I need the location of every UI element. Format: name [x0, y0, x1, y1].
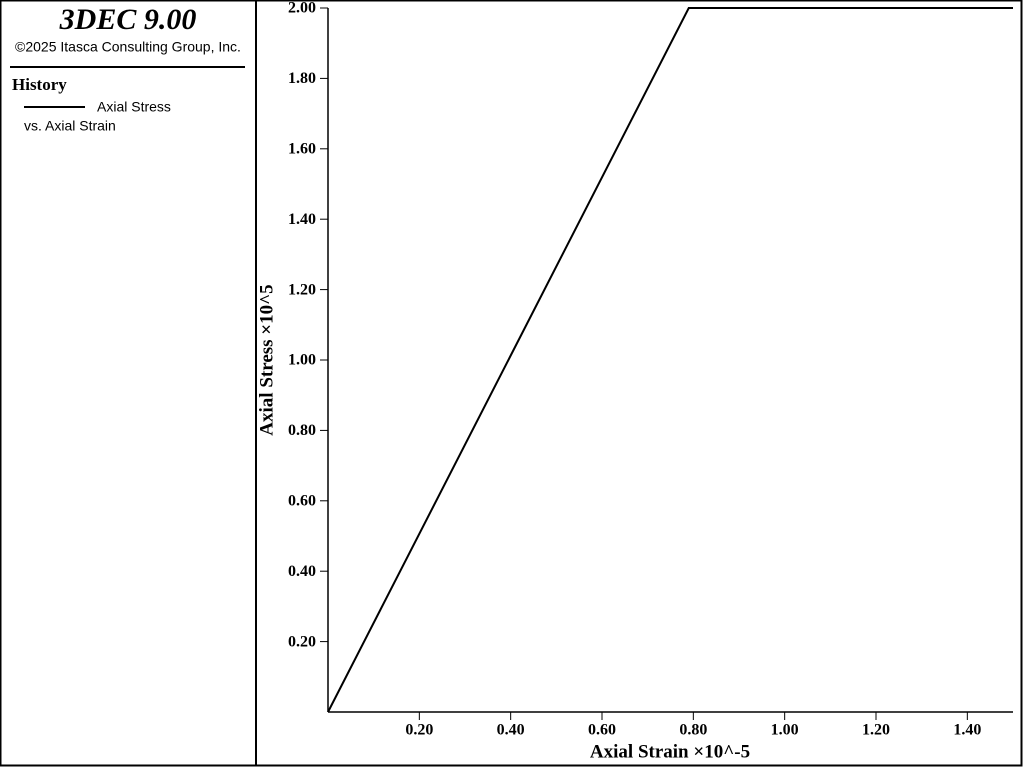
y-tick-label: 1.40 [288, 211, 316, 228]
y-tick-label: 1.80 [288, 70, 316, 87]
x-tick-label: 0.60 [588, 722, 616, 739]
legend-label: Axial Stress [97, 99, 171, 115]
x-tick-label: 1.00 [771, 722, 799, 739]
app-title: 3DEC 9.00 [59, 3, 197, 36]
y-tick-label: 0.60 [288, 492, 316, 509]
y-tick-label: 0.40 [288, 563, 316, 580]
y-tick-label: 0.20 [288, 633, 316, 650]
legend-heading: History [12, 75, 67, 94]
x-tick-label: 1.20 [862, 722, 890, 739]
y-axis-title: Axial Stress ×10^5 [256, 284, 277, 435]
y-tick-label: 1.20 [288, 281, 316, 298]
y-tick-label: 2.00 [288, 0, 316, 17]
x-tick-label: 1.40 [953, 722, 981, 739]
x-tick-label: 0.20 [405, 722, 433, 739]
data-line [327, 7, 1013, 713]
y-tick-label: 0.80 [288, 422, 316, 439]
y-tick-label: 1.60 [288, 140, 316, 157]
x-axis-title: Axial Strain ×10^-5 [590, 741, 750, 762]
y-tick-label: 1.00 [288, 352, 316, 369]
x-tick-label: 0.40 [497, 722, 525, 739]
copyright: ©2025 Itasca Consulting Group, Inc. [15, 39, 241, 55]
x-tick-label: 0.80 [679, 722, 707, 739]
legend-label: vs. Axial Strain [24, 118, 116, 134]
